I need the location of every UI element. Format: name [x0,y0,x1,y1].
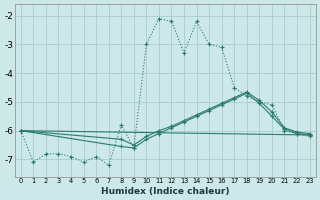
X-axis label: Humidex (Indice chaleur): Humidex (Indice chaleur) [101,187,229,196]
